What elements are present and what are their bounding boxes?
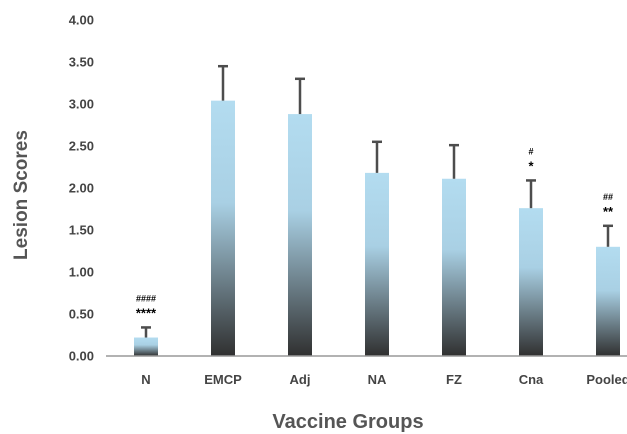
y-tick-label: 3.50 bbox=[69, 55, 94, 70]
significance-stars: **** bbox=[136, 305, 157, 320]
bars-group bbox=[134, 100, 620, 356]
x-tick-label: Pooled bbox=[586, 372, 627, 387]
y-tick-label: 2.50 bbox=[69, 139, 94, 154]
bar-emcp bbox=[211, 100, 235, 356]
bar-pooled bbox=[596, 246, 620, 356]
x-tick-label: Adj bbox=[290, 372, 311, 387]
error-bar-cna bbox=[526, 179, 536, 209]
error-bars-group bbox=[141, 64, 613, 338]
error-bar-adj bbox=[295, 77, 305, 115]
y-tick-label: 0.00 bbox=[69, 349, 94, 364]
x-tick-label: EMCP bbox=[204, 372, 242, 387]
error-bar-na bbox=[372, 140, 382, 173]
significance-stars: ** bbox=[603, 204, 614, 219]
y-tick-label: 0.50 bbox=[69, 307, 94, 322]
error-bar-n bbox=[141, 326, 151, 338]
y-tick-label: 1.00 bbox=[69, 265, 94, 280]
error-bar-pooled bbox=[603, 224, 613, 247]
significance-hashes: ## bbox=[603, 192, 613, 202]
y-axis-title: Lesion Scores bbox=[11, 130, 32, 260]
significance-hashes: # bbox=[528, 146, 533, 156]
y-tick-label: 2.00 bbox=[69, 181, 94, 196]
y-tick-label: 4.00 bbox=[69, 13, 94, 28]
x-tick-label: FZ bbox=[446, 372, 462, 387]
y-tick-label: 3.00 bbox=[69, 97, 94, 112]
x-tick-label: Cna bbox=[519, 372, 544, 387]
x-tick-label: NA bbox=[368, 372, 387, 387]
x-axis-title: Vaccine Groups bbox=[272, 411, 423, 433]
bar-na bbox=[365, 172, 389, 356]
bar-cna bbox=[519, 208, 543, 356]
bar-fz bbox=[442, 178, 466, 356]
error-bar-emcp bbox=[218, 64, 228, 101]
bar-adj bbox=[288, 114, 312, 356]
significance-hashes: #### bbox=[136, 293, 156, 303]
error-bar-fz bbox=[449, 143, 459, 179]
y-axis-ticks: 0.00 0.50 1.00 1.50 2.00 2.50 3.00 3.50 4.00 bbox=[69, 13, 94, 364]
x-tick-label: N bbox=[141, 372, 150, 387]
x-axis-ticks: N EMCP Adj NA FZ Cna Pooled bbox=[141, 372, 627, 387]
bar-n bbox=[134, 337, 158, 356]
y-tick-label: 1.50 bbox=[69, 223, 94, 238]
significance-stars: * bbox=[528, 158, 534, 173]
significance-annotations: **** #### * # ** ## bbox=[136, 146, 614, 320]
